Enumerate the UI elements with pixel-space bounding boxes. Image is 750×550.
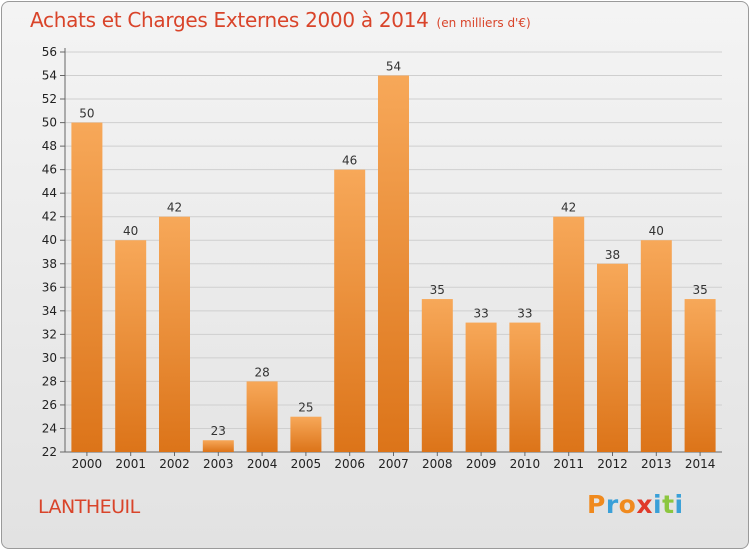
y-tick-label: 34 <box>42 304 57 318</box>
y-tick-label: 26 <box>42 398 57 412</box>
data-label-2014: 35 <box>692 283 707 297</box>
data-label-2009: 33 <box>473 307 488 321</box>
x-tick-label: 2010 <box>510 457 541 471</box>
title-block: Achats et Charges Externes 2000 à 2014 (e… <box>30 8 531 32</box>
chart-title: Achats et Charges Externes 2000 à 2014 <box>30 8 429 32</box>
x-tick-label: 2003 <box>203 457 234 471</box>
logo-letter: o <box>618 490 637 519</box>
x-tick-label: 2007 <box>378 457 409 471</box>
x-tick-label: 2002 <box>159 457 190 471</box>
y-tick-label: 48 <box>42 139 57 153</box>
y-tick-label: 44 <box>42 186 57 200</box>
y-tick-label: 24 <box>42 421 57 435</box>
x-tick-label: 2013 <box>641 457 672 471</box>
x-tick-label: 2014 <box>685 457 716 471</box>
data-label-2001: 40 <box>123 224 138 238</box>
data-label-2006: 46 <box>342 154 357 168</box>
commune-name: LANTHEUIL <box>38 496 140 518</box>
data-label-2013: 40 <box>649 224 664 238</box>
y-tick-label: 50 <box>42 116 57 130</box>
bar-2014[interactable] <box>684 299 716 452</box>
bar-2005[interactable] <box>290 416 322 452</box>
data-label-2002: 42 <box>167 201 182 215</box>
data-label-2007: 54 <box>386 60 401 74</box>
y-tick-label: 30 <box>42 351 57 365</box>
data-label-2000: 50 <box>79 107 94 121</box>
x-tick-label: 2005 <box>291 457 322 471</box>
y-tick-label: 28 <box>42 374 57 388</box>
proxiti-logo[interactable]: Proxiti <box>587 490 684 519</box>
x-tick-label: 2000 <box>72 457 103 471</box>
y-tick-label: 52 <box>42 92 57 106</box>
logo-letter: P <box>587 490 606 519</box>
x-tick-label: 2001 <box>115 457 146 471</box>
logo-letter: t <box>662 490 675 519</box>
logo-letter: x <box>636 490 653 519</box>
bar-2010[interactable] <box>509 322 541 452</box>
y-tick-label: 54 <box>42 69 57 83</box>
bar-2012[interactable] <box>597 263 628 452</box>
y-tick-label: 32 <box>42 327 57 341</box>
logo-letter: i <box>653 490 663 519</box>
bar-2000[interactable] <box>71 122 103 453</box>
x-tick-label: 2011 <box>553 457 584 471</box>
y-tick-label: 40 <box>42 233 57 247</box>
chart-subtitle: (en milliers d'€) <box>436 16 531 30</box>
bar-2008[interactable] <box>421 299 453 452</box>
bar-2013[interactable] <box>640 240 672 452</box>
data-label-2010: 33 <box>517 307 532 321</box>
logo-letter: r <box>605 490 619 519</box>
bar-2006[interactable] <box>334 169 366 452</box>
y-tick-label: 42 <box>42 210 57 224</box>
bar-2011[interactable] <box>553 216 585 452</box>
y-tick-label: 22 <box>42 445 57 459</box>
bar-2003[interactable] <box>202 440 234 452</box>
x-tick-label: 2006 <box>334 457 365 471</box>
x-tick-label: 2012 <box>597 457 628 471</box>
bar-2002[interactable] <box>159 216 190 452</box>
data-label-2004: 28 <box>254 365 269 379</box>
bar-2009[interactable] <box>465 322 497 452</box>
data-label-2008: 35 <box>430 283 445 297</box>
x-tick-label: 2004 <box>247 457 278 471</box>
x-tick-label: 2008 <box>422 457 453 471</box>
data-label-2005: 25 <box>298 401 313 415</box>
bar-2007[interactable] <box>378 75 409 452</box>
data-label-2003: 23 <box>211 424 226 438</box>
x-tick-label: 2009 <box>466 457 497 471</box>
data-label-2012: 38 <box>605 248 620 262</box>
y-tick-label: 56 <box>42 45 57 59</box>
bar-2001[interactable] <box>115 240 147 452</box>
logo-letter: i <box>674 490 684 519</box>
y-tick-label: 36 <box>42 280 57 294</box>
bar-2004[interactable] <box>246 381 278 452</box>
y-tick-label: 38 <box>42 257 57 271</box>
y-tick-label: 46 <box>42 163 57 177</box>
data-label-2011: 42 <box>561 201 576 215</box>
